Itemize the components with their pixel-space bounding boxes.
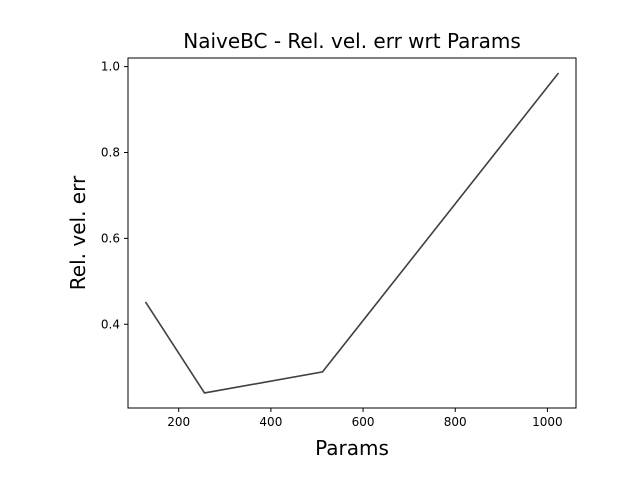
x-tick-label: 400 — [259, 415, 282, 429]
x-axis: 200 400 600 800 1000 — [167, 408, 563, 429]
plot-area: 200 400 600 800 1000 0.4 0.6 0.8 1.0 — [101, 57, 577, 429]
y-axis-title: Rel. vel. err — [66, 175, 90, 290]
x-tick-label: 200 — [167, 415, 190, 429]
series-line — [144, 72, 560, 394]
x-tick-label: 800 — [444, 415, 467, 429]
x-axis-title: Params — [315, 436, 389, 460]
chart-title: NaiveBC - Rel. vel. err wrt Params — [183, 29, 521, 53]
y-tick-label: 0.8 — [101, 145, 120, 159]
plot-frame — [127, 57, 577, 409]
y-tick-label: 0.4 — [101, 317, 120, 331]
x-tick-label: 600 — [352, 415, 375, 429]
y-tick-label: 0.6 — [101, 231, 120, 245]
x-tick-label: 1000 — [532, 415, 563, 429]
series-layer — [144, 72, 560, 394]
y-tick-label: 1.0 — [101, 60, 120, 74]
y-axis: 0.4 0.6 0.8 1.0 — [101, 60, 128, 331]
